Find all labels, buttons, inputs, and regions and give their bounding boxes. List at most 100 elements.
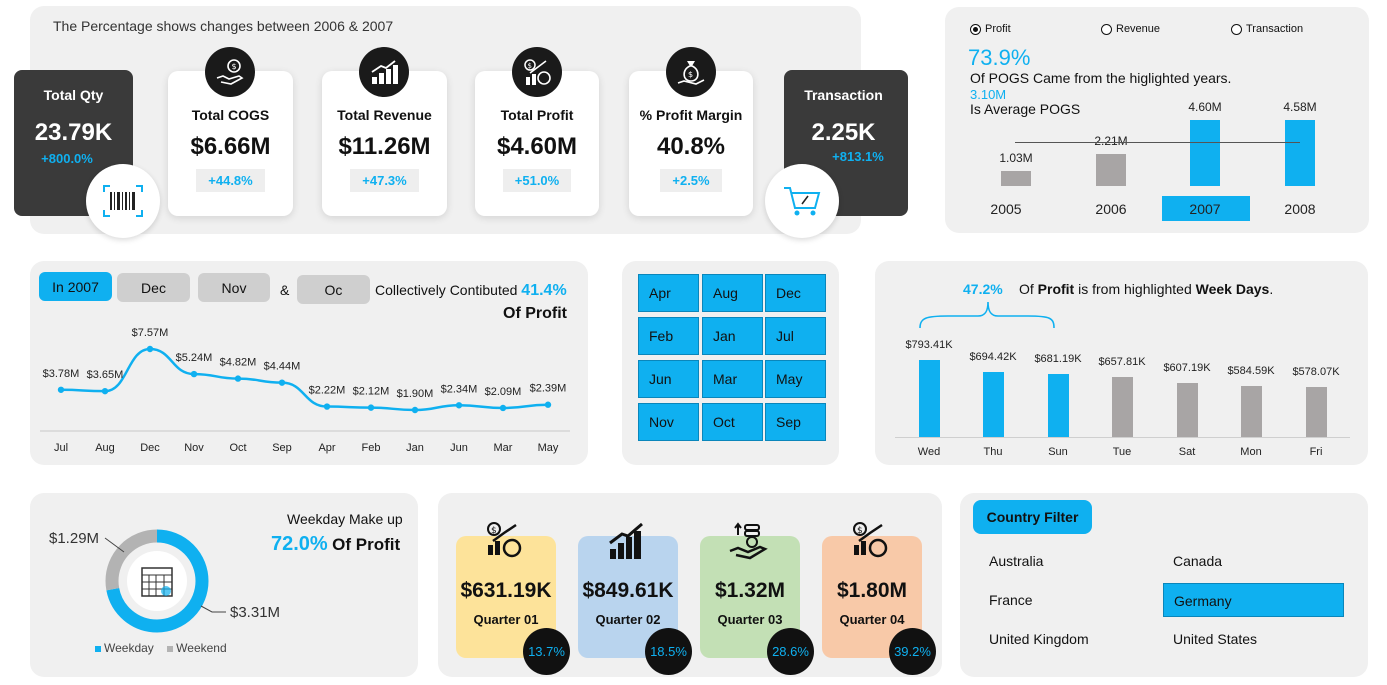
weekday-description: Of Profit is from highlighted Week Days. xyxy=(1019,281,1273,297)
total-cogs-value: $6.66M xyxy=(190,133,271,160)
calendar-icon xyxy=(140,563,176,599)
month-line-chart: $3.78M Jul $3.65M Aug $7.57M Dec $5.24M Nov $4.8… xyxy=(40,327,570,454)
year-bar[interactable] xyxy=(1096,154,1126,186)
radio-transaction[interactable]: Transaction xyxy=(1231,23,1303,35)
radio-profit[interactable]: Profit xyxy=(970,23,1011,35)
weekend-leader-line xyxy=(104,537,125,553)
weekday-text-weekdays: Week Days xyxy=(1195,281,1270,297)
weekday-bar[interactable] xyxy=(1305,387,1327,437)
year-axis-label: 2008 xyxy=(1284,201,1316,217)
filter-dec[interactable]: Dec xyxy=(117,273,190,302)
money-bag-icon: $ xyxy=(666,47,716,97)
month-point xyxy=(278,379,286,386)
icon-shape xyxy=(610,549,616,559)
country-option[interactable]: France xyxy=(989,592,1033,608)
year-bar[interactable] xyxy=(1285,120,1315,186)
month-point-label: $2.39M xyxy=(530,383,567,395)
total-qty-card[interactable]: Total Qty 23.79K +800.0% xyxy=(14,70,133,216)
month-point xyxy=(367,404,375,411)
month-slicer-button[interactable]: Nov xyxy=(638,403,699,441)
pogs-average-value: 3.10M xyxy=(970,87,1007,102)
weekday-text-profit: Profit xyxy=(1037,281,1075,297)
filter-nov[interactable]: Nov xyxy=(198,273,270,302)
weekday-leader-line xyxy=(200,605,226,613)
weekday-bar[interactable] xyxy=(918,360,940,437)
total-profit-title: Total Profit xyxy=(500,107,574,123)
total-qty-value: 23.79K xyxy=(34,119,113,146)
month-slicer-button[interactable]: Aug xyxy=(702,274,763,312)
icon-shape xyxy=(502,538,522,558)
weekday-text-end: . xyxy=(1269,281,1274,297)
month-point-label: $3.78M xyxy=(43,368,80,380)
month-slicer-button[interactable]: Apr xyxy=(638,274,699,312)
icon-shape xyxy=(626,537,632,559)
country-option[interactable]: United States xyxy=(1173,631,1258,647)
year-bar-label: 4.58M xyxy=(1283,100,1317,115)
weekday-bar-label: $584.59K xyxy=(1227,365,1275,378)
month-contribution-text: Collectively Contibuted 41.4% xyxy=(375,282,567,300)
month-slicer-button[interactable]: Oct xyxy=(702,403,763,441)
profit-margin-value: 40.8% xyxy=(656,133,726,160)
weekday-bar[interactable] xyxy=(982,372,1004,437)
country-option[interactable]: United Kingdom xyxy=(989,631,1089,647)
month-slicer-button[interactable]: Dec xyxy=(765,274,826,312)
weekday-axis-label: Mon xyxy=(1240,446,1262,458)
radio-revenue[interactable]: Revenue xyxy=(1101,23,1160,35)
month-slicer-button[interactable]: May xyxy=(765,360,826,398)
month-axis-label: Sep xyxy=(272,442,292,454)
year-axis-label: 2005 xyxy=(990,201,1022,217)
total-revenue-card[interactable]: Total Revenue $11.26M +47.3% xyxy=(322,71,447,216)
total-profit-change: +51.0% xyxy=(502,169,572,192)
weekday-bar-label: $578.07K xyxy=(1292,366,1340,378)
month-axis-label: Feb xyxy=(362,442,381,454)
month-point xyxy=(190,370,198,378)
weekday-bar[interactable] xyxy=(1176,383,1198,437)
year-bar[interactable] xyxy=(1190,120,1220,186)
month-point xyxy=(323,403,331,410)
weekday-bar-label: $657.81K xyxy=(1098,356,1146,368)
filter-oct[interactable]: Oc xyxy=(297,275,370,304)
radio-revenue-label: Revenue xyxy=(1116,23,1161,35)
weekday-bar[interactable] xyxy=(1111,377,1133,437)
money-hand-icon: $ xyxy=(205,47,255,97)
month-slicer-button[interactable]: Jun xyxy=(638,360,699,398)
month-slicer-button[interactable]: Feb xyxy=(638,317,699,355)
donut-weekend-slice xyxy=(105,529,209,633)
total-profit-value: $4.60M xyxy=(496,133,578,160)
month-point-label: $2.34M xyxy=(441,383,478,395)
year-axis-label: 2006 xyxy=(1095,201,1127,217)
country-option[interactable]: Canada xyxy=(1173,553,1223,569)
weekday-brace xyxy=(919,301,1055,329)
month-point-label: $1.90M xyxy=(397,388,434,400)
legend-weekday-swatch xyxy=(95,646,101,652)
weekday-bar[interactable] xyxy=(1240,386,1262,437)
legend-weekday: Weekday xyxy=(104,641,154,655)
year-selected-highlight[interactable] xyxy=(1162,196,1250,221)
weekday-makeup-pct: 72.0% xyxy=(271,533,328,555)
month-axis-label: Dec xyxy=(140,442,160,454)
weekday-axis-label: Wed xyxy=(917,446,941,458)
year-panel xyxy=(945,7,1369,233)
pogs-description: Of POGS Came from the higlighted years. xyxy=(970,70,1232,86)
month-axis-label: Jan xyxy=(406,442,424,454)
weekday-bar[interactable] xyxy=(1047,374,1069,437)
quarter-label: Quarter 04 xyxy=(839,612,905,627)
quarter-value: $1.32M xyxy=(714,579,786,602)
country-option[interactable]: Australia xyxy=(989,553,1044,569)
month-slicer-button[interactable]: Sep xyxy=(765,403,826,441)
month-slicer-button[interactable]: Mar xyxy=(702,360,763,398)
average-reference-line xyxy=(1015,141,1300,143)
radio-dot xyxy=(1231,23,1242,35)
transaction-value: 2.25K xyxy=(811,119,876,146)
total-qty-change: +800.0% xyxy=(41,151,93,166)
month-slicer-button[interactable]: Jan xyxy=(702,317,763,355)
country-option[interactable]: Germany xyxy=(1163,583,1344,617)
month-point xyxy=(455,402,463,409)
country-filter-title: Country Filter xyxy=(973,500,1092,534)
month-axis-label: Oct xyxy=(229,442,246,454)
donut-legend: Weekday Weekend xyxy=(95,641,227,655)
filter-in-2007[interactable]: In 2007 xyxy=(39,272,112,301)
month-slicer-button[interactable]: Jul xyxy=(765,317,826,355)
month-axis-label: Apr xyxy=(318,442,335,454)
year-bar[interactable] xyxy=(1001,171,1031,186)
